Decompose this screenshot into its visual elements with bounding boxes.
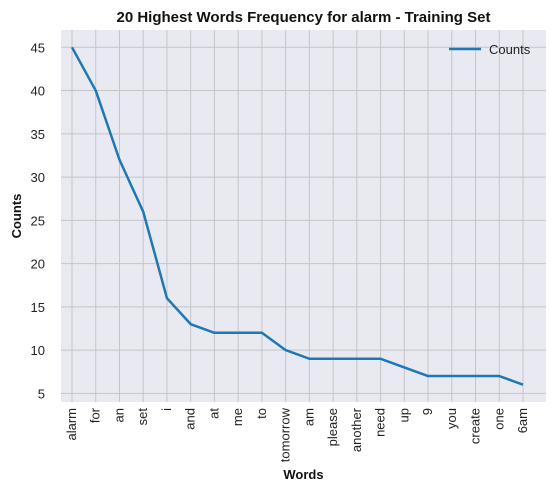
- y-axis-label: Counts: [9, 194, 24, 239]
- x-tick-label: need: [373, 408, 388, 437]
- chart-title: 20 Highest Words Frequency for alarm - T…: [117, 9, 491, 26]
- y-tick-label: 45: [31, 40, 45, 55]
- x-tick-label: an: [111, 408, 126, 422]
- x-tick-label: tomorrow: [278, 407, 293, 462]
- x-tick-label: set: [135, 408, 150, 426]
- x-tick-label: 6am: [515, 408, 530, 433]
- legend-label-counts: Counts: [489, 42, 531, 57]
- plot-area: [61, 30, 546, 402]
- series-line-counts: [70, 46, 524, 386]
- y-tick-label: 25: [31, 213, 45, 228]
- x-tick-labels: alarm for an set i and at me to tomorrow am please a…: [64, 407, 530, 462]
- x-tick-label: me: [230, 408, 245, 426]
- legend: Counts: [449, 42, 531, 57]
- x-tick-label: at: [206, 408, 221, 419]
- x-tick-label: to: [254, 408, 269, 419]
- x-tick-label: and: [183, 408, 198, 430]
- x-tick-label: another: [349, 407, 364, 452]
- y-tick-label: 40: [31, 84, 45, 99]
- x-tick-label: 9: [420, 408, 435, 415]
- x-tick-label: one: [491, 408, 506, 430]
- x-tick-label: i: [159, 408, 174, 411]
- x-tick-label: create: [468, 408, 483, 444]
- y-tick-label: 15: [31, 300, 45, 315]
- x-tick-label: alarm: [64, 408, 79, 441]
- y-tick-label: 30: [31, 170, 45, 185]
- x-tick-label: you: [444, 408, 459, 429]
- x-tick-label: please: [325, 408, 340, 446]
- y-tick-label: 20: [31, 257, 45, 272]
- x-tick-label: am: [301, 408, 316, 426]
- y-tick-labels: 5 10 15 20 25 30 35 40 45: [31, 40, 45, 401]
- y-tick-label: 5: [38, 386, 45, 401]
- x-tick-label: up: [396, 408, 411, 422]
- x-axis-label: Words: [283, 467, 323, 482]
- x-tick-label: for: [88, 407, 103, 423]
- y-tick-label: 35: [31, 127, 45, 142]
- y-tick-label: 10: [31, 343, 45, 358]
